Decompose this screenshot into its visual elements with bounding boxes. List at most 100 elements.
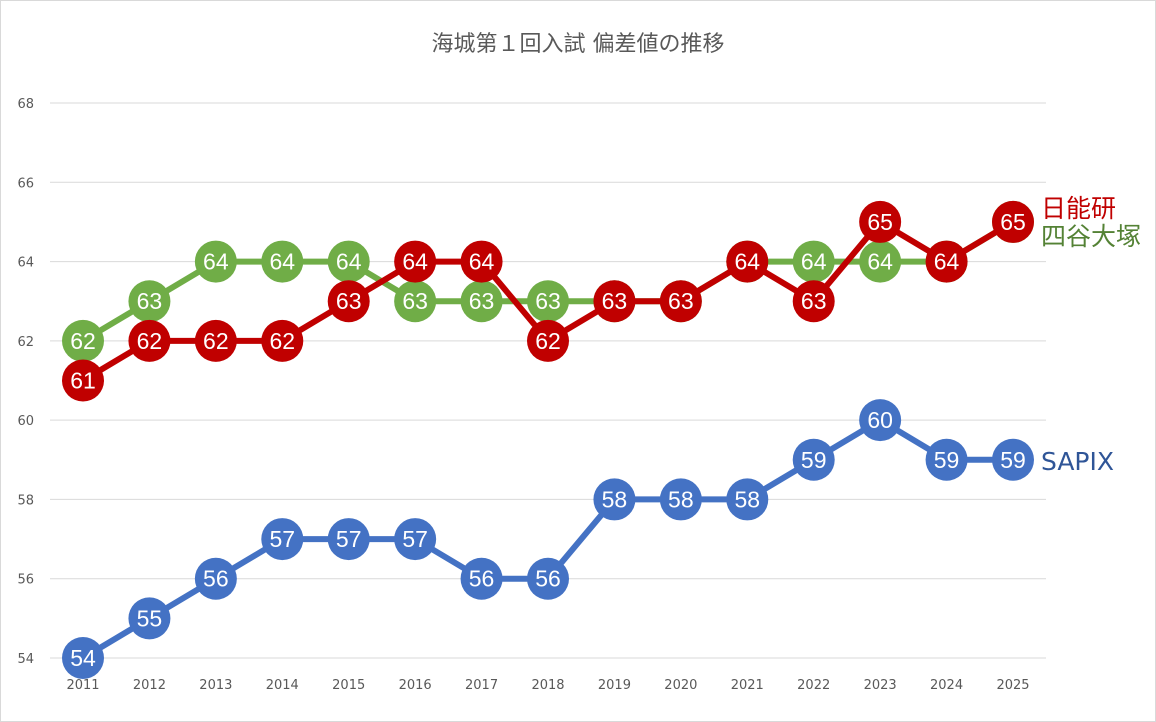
data-point [460, 240, 503, 283]
data-point [859, 240, 902, 283]
data-point [527, 280, 569, 323]
data-label: 54 [70, 645, 96, 671]
data-point [62, 319, 104, 362]
data-point [460, 280, 503, 323]
series-name-label: 日能研 [1041, 194, 1116, 223]
x-tick-label: 2014 [266, 678, 299, 693]
y-tick-label: 64 [17, 256, 34, 271]
y-tick-label: 66 [17, 176, 34, 191]
x-tick-label: 2013 [199, 678, 232, 693]
data-point [327, 240, 370, 283]
data-point [394, 518, 437, 561]
data-point [327, 280, 370, 323]
y-tick-label: 56 [17, 573, 34, 588]
data-label: 62 [269, 328, 295, 354]
data-point [859, 200, 902, 243]
chart-title: 海城第１回入試 偏差値の推移 [431, 32, 725, 57]
data-label: 64 [402, 249, 428, 275]
data-point [194, 240, 237, 283]
data-point [261, 518, 304, 561]
x-tick-label: 2022 [797, 678, 830, 693]
data-point [460, 557, 503, 600]
data-label: 56 [535, 566, 561, 592]
series-name-label: SAPIX [1041, 447, 1114, 476]
data-point [128, 319, 171, 362]
data-label: 64 [469, 249, 495, 275]
data-point [394, 280, 437, 323]
x-tick-label: 2021 [731, 678, 764, 693]
data-label: 64 [269, 249, 295, 275]
data-label: 63 [402, 288, 428, 314]
data-label: 58 [602, 486, 628, 512]
x-tick-label: 2017 [465, 678, 498, 693]
data-label: 58 [668, 486, 694, 512]
x-tick-label: 2025 [996, 678, 1029, 693]
x-tick-label: 2023 [864, 678, 897, 693]
x-tick-label: 2012 [133, 678, 166, 693]
data-point [925, 240, 968, 283]
data-point [261, 240, 304, 283]
data-point [327, 518, 370, 561]
data-label: 57 [402, 526, 428, 552]
data-label: 62 [70, 328, 96, 354]
x-tick-label: 2015 [332, 678, 365, 693]
data-label: 56 [203, 566, 229, 592]
data-label: 63 [535, 288, 561, 314]
data-point [992, 438, 1034, 481]
data-label: 58 [734, 486, 760, 512]
data-point [62, 359, 104, 402]
x-tick-label: 2020 [664, 678, 697, 693]
data-label: 62 [535, 328, 561, 354]
data-label: 64 [203, 249, 229, 275]
data-point [128, 597, 171, 640]
x-tick-label: 2016 [399, 678, 432, 693]
data-label: 64 [734, 249, 760, 275]
data-label: 63 [668, 288, 694, 314]
data-point [593, 280, 636, 323]
data-point [792, 280, 835, 323]
x-tick-label: 2011 [66, 678, 99, 693]
data-point [194, 319, 237, 362]
series-name-label: 四谷大塚 [1041, 222, 1141, 251]
data-point [659, 478, 702, 521]
data-point [726, 240, 769, 283]
data-point [62, 637, 104, 679]
y-tick-label: 58 [17, 493, 34, 508]
data-point [527, 557, 569, 600]
data-point [792, 438, 835, 481]
data-point [659, 280, 702, 323]
x-tick-label: 2019 [598, 678, 631, 693]
data-label: 60 [867, 407, 893, 433]
data-label: 59 [1000, 447, 1026, 473]
data-label: 62 [203, 328, 229, 354]
y-tick-label: 68 [17, 97, 34, 112]
data-point [394, 240, 437, 283]
data-label: 61 [70, 368, 96, 394]
data-point [726, 478, 769, 521]
x-tick-label: 2024 [930, 678, 963, 693]
data-label: 64 [336, 249, 362, 275]
y-tick-label: 54 [17, 652, 34, 667]
data-label: 65 [1000, 209, 1026, 235]
data-label: 57 [269, 526, 295, 552]
data-point [194, 557, 237, 600]
data-point [128, 280, 171, 323]
data-label: 55 [137, 605, 163, 631]
data-label: 64 [801, 249, 827, 275]
data-label: 62 [137, 328, 163, 354]
data-label: 59 [801, 447, 827, 473]
data-label: 63 [137, 288, 163, 314]
data-point [261, 319, 304, 362]
data-label: 63 [336, 288, 362, 314]
data-label: 65 [867, 209, 893, 235]
y-tick-label: 60 [17, 414, 34, 429]
data-point [527, 319, 569, 362]
data-label: 59 [934, 447, 960, 473]
data-point [859, 399, 902, 442]
data-label: 57 [336, 526, 362, 552]
data-label: 63 [801, 288, 827, 314]
data-label: 56 [469, 566, 495, 592]
x-tick-label: 2018 [531, 678, 564, 693]
data-point [992, 200, 1034, 243]
